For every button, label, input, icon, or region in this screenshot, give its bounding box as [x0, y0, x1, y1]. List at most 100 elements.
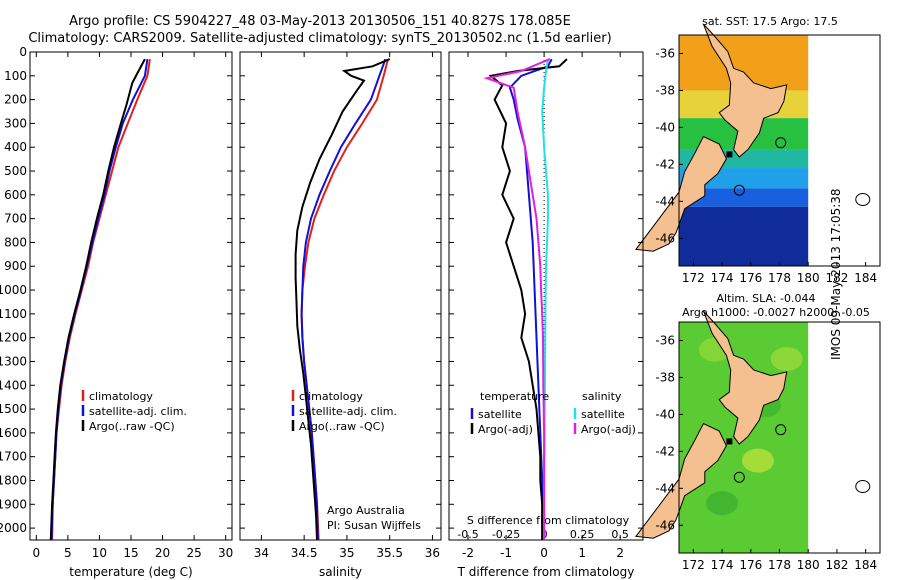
header-subtitle: Climatology: CARS2009. Satellite-adjuste… — [28, 31, 612, 46]
y-tick-label: 2000 — [0, 521, 27, 535]
legend-label: Argo(-adj) — [581, 423, 636, 436]
south-island-shape — [634, 422, 727, 539]
y-tick-label: 700 — [4, 212, 27, 226]
x-tick-label: 34 — [254, 546, 269, 560]
south-island-shape — [634, 135, 727, 252]
header-title: Argo profile: CS 5904227_48 03-May-2013 … — [69, 14, 571, 29]
x-tick-label: 20 — [155, 546, 170, 560]
sla-blob — [706, 491, 739, 516]
map-x-tick-label: 182 — [825, 558, 848, 572]
y-tick-label: 1300 — [0, 354, 27, 368]
north-island-shape — [702, 310, 788, 445]
plot-frame — [29, 51, 233, 541]
chart-difference: -2 -1 0 1 2 T difference from climatology -0.5… — [448, 51, 644, 579]
legend-label: Argo(..raw -QC) — [89, 420, 175, 433]
chart-salinity: 34 34.5 35 35.5 36 salinity climatology satelli… — [239, 51, 442, 579]
series-line-black — [49, 58, 146, 541]
y-tick-label: 1000 — [0, 283, 27, 297]
argo-position-marker — [775, 137, 787, 149]
wellington-marker — [726, 151, 733, 158]
x-axis-label: T difference from climatology — [457, 565, 635, 579]
chatham-island-shape — [855, 192, 871, 206]
series-line-blue — [508, 58, 553, 540]
argo-position-marker — [775, 424, 787, 436]
series-line-black — [294, 58, 391, 541]
y-tick-label: 1600 — [0, 426, 27, 440]
series-line-blue — [300, 58, 387, 541]
map-y-tick-label: -44 — [655, 194, 675, 208]
map-panels: -36 -38 -40 -42 -44 -46 172 174 176 178 180 182 184 s… — [634, 15, 881, 572]
x-tick-label: 1 — [578, 546, 586, 560]
x-tick-label: 36 — [425, 546, 440, 560]
map-x-tick-label: 184 — [854, 558, 877, 572]
map-y-tick-label: -36 — [655, 46, 675, 60]
series-line-blue — [50, 58, 149, 541]
map-x-tick-label: 182 — [825, 271, 848, 285]
top-x-tick-label: 0.5 — [611, 528, 629, 541]
y-tick-label: 800 — [4, 235, 27, 249]
map-x-tick-label: 178 — [768, 271, 791, 285]
y-tick-label: 600 — [4, 188, 27, 202]
map-y-tick-label: -38 — [655, 83, 675, 97]
x-tick-label: 10 — [92, 546, 107, 560]
top-x-tick-label: -0.25 — [492, 528, 520, 541]
map-y-tick-label: -46 — [655, 231, 675, 245]
previous-position-marker — [733, 471, 745, 483]
sla-blob — [770, 346, 803, 371]
map-x-tick-label: 184 — [854, 271, 877, 285]
map-x-tick-label: 180 — [797, 271, 820, 285]
chatham-island-shape — [855, 479, 871, 493]
y-tick-label: 1700 — [0, 450, 27, 464]
sla-blob — [741, 448, 774, 473]
legend-label: satellite-adj. clim. — [299, 405, 397, 418]
y-tick-label: 500 — [4, 164, 27, 178]
legend-label: satellite — [581, 408, 625, 421]
map-sla: -36 -38 -40 -42 -44 -46 172 174 176 178 180 182 184 A… — [634, 292, 881, 572]
map-subtitle: Argo h1000: -0.0027 h2000: -0.05 — [682, 306, 870, 319]
sst-band — [679, 188, 809, 207]
y-tick-label: 1200 — [0, 331, 27, 345]
map-sst: -36 -38 -40 -42 -44 -46 172 174 176 178 180 182 184 s… — [634, 15, 881, 285]
legend-title: salinity — [582, 390, 622, 403]
x-tick-label: 34.5 — [291, 546, 318, 560]
map-y-tick-label: -40 — [655, 120, 675, 134]
x-tick-label: -2 — [462, 546, 474, 560]
map-x-tick-label: 174 — [711, 271, 734, 285]
map-y-tick-label: -44 — [655, 481, 675, 495]
top-axis-label: S difference from climatology — [467, 514, 630, 527]
map-x-tick-label: 176 — [739, 558, 762, 572]
x-tick-label: 5 — [64, 546, 72, 560]
x-tick-label: 30 — [218, 546, 233, 560]
top-x-tick-label: -0.5 — [457, 528, 478, 541]
map-title: Altim. SLA: -0.044 — [716, 292, 815, 305]
sst-band — [679, 206, 809, 266]
annotation-text: Argo Australia — [327, 504, 405, 517]
x-tick-label: -1 — [500, 546, 512, 560]
map-title: sat. SST: 17.5 Argo: 17.5 — [702, 15, 838, 28]
map-y-tick-label: -46 — [655, 518, 675, 532]
y-tick-label: 300 — [4, 116, 27, 130]
y-tick-label: 1100 — [0, 307, 27, 321]
x-tick-label: 15 — [123, 546, 138, 560]
map-x-tick-label: 174 — [711, 558, 734, 572]
north-island-shape — [702, 23, 788, 158]
map-y-tick-label: -40 — [655, 407, 675, 421]
y-tick-label: 1400 — [0, 378, 27, 392]
plot-frame — [448, 51, 644, 541]
legend-title: temperature — [480, 390, 549, 403]
map-y-tick-label: -38 — [655, 370, 675, 384]
y-tick-label: 400 — [4, 140, 27, 154]
x-tick-label: 35.5 — [376, 546, 403, 560]
plot-frame — [239, 51, 442, 541]
map-y-tick-label: -36 — [655, 333, 675, 347]
chart-temperature: 0 5 10 15 20 25 30 temperature (deg C) 0 100 200 30… — [0, 45, 233, 579]
legend-label: Argo(-adj) — [478, 423, 533, 436]
map-x-tick-label: 178 — [768, 558, 791, 572]
y-tick-label: 1800 — [0, 473, 27, 487]
legend-label: satellite — [478, 408, 522, 421]
legend-label: satellite-adj. clim. — [89, 405, 187, 418]
y-tick-label: 100 — [4, 69, 27, 83]
map-y-tick-label: -42 — [655, 444, 675, 458]
